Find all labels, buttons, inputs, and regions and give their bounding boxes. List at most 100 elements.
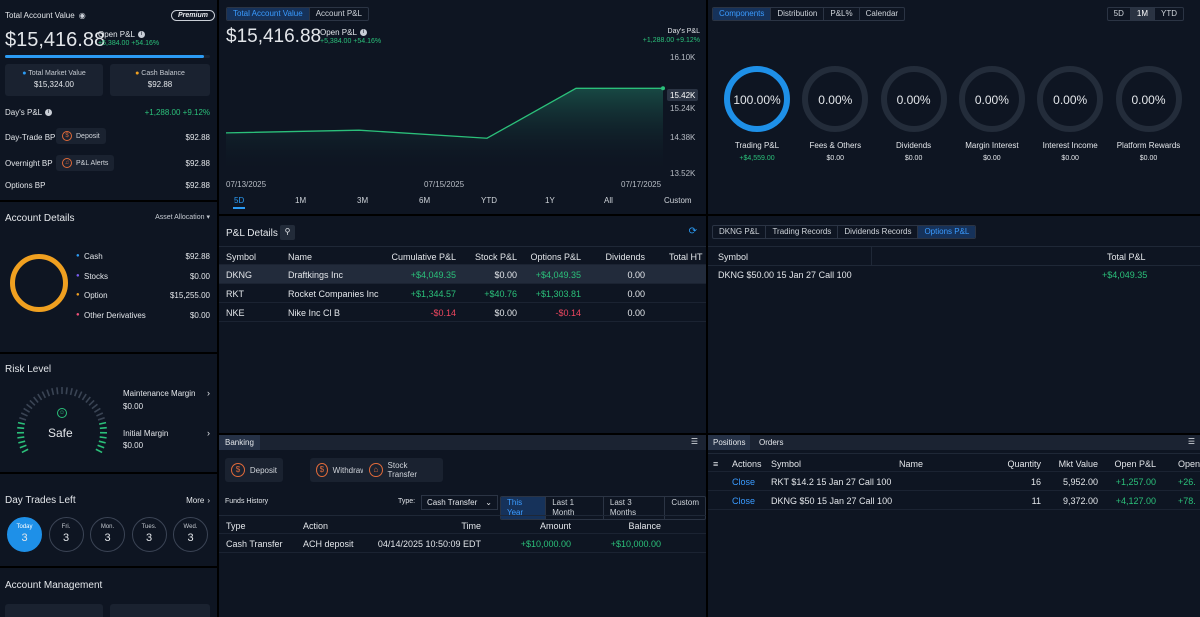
column-header[interactable]: Action xyxy=(303,521,329,531)
eye-icon[interactable]: ◉ xyxy=(78,11,86,20)
cell-symbol: NKE xyxy=(226,308,245,318)
table-row[interactable]: Close RKT $14.2 15 Jan 27 Call 100 16 5,952… xyxy=(708,472,1200,491)
tab-orders[interactable]: Orders xyxy=(759,438,784,447)
tab-calendar[interactable]: Calendar xyxy=(865,9,899,18)
range-tab[interactable]: 6M xyxy=(419,196,431,205)
day-trade-bp: $92.88 xyxy=(185,133,210,142)
column-header[interactable]: Actions xyxy=(732,459,762,469)
column-header[interactable]: Total HT xyxy=(669,252,703,262)
info-icon[interactable]: i xyxy=(359,29,367,36)
y-tick-label: 16.10K xyxy=(670,53,696,62)
type-select[interactable]: Cash Transfer ⌄ xyxy=(421,495,498,510)
tab-positions[interactable]: Positions xyxy=(708,435,751,450)
period-last-1-month[interactable]: Last 1 Month xyxy=(546,497,604,519)
column-header[interactable]: Open P xyxy=(1178,459,1200,469)
column-header[interactable]: Open P&L xyxy=(1114,459,1156,469)
cell-qty: 11 xyxy=(1031,496,1041,506)
search-icon[interactable]: ⚲ xyxy=(280,225,295,240)
column-header[interactable]: Symbol xyxy=(718,252,749,262)
asset-allocation-dropdown[interactable]: Asset Allocation ▾ xyxy=(155,213,210,222)
cell-symbol: DKNG xyxy=(226,270,253,280)
tab-trading-records[interactable]: Trading Records xyxy=(766,226,839,238)
column-header[interactable]: Total P&L xyxy=(1107,252,1146,262)
table-row[interactable]: RKT Rocket Companies Inc +$1,344.57 +$40.76… xyxy=(219,284,706,303)
gauge-tick xyxy=(23,407,31,413)
deposit-button[interactable]: $ Deposit xyxy=(56,128,106,144)
period-last-3-months[interactable]: Last 3 Months xyxy=(604,497,666,519)
range-tab[interactable]: Custom xyxy=(664,196,692,205)
range-tab[interactable]: 1Y xyxy=(545,196,555,205)
deposit-button[interactable]: $ Deposit xyxy=(225,458,283,482)
range-tab[interactable]: 1M xyxy=(295,196,307,205)
chevron-right-icon[interactable]: › xyxy=(207,428,210,438)
more-link[interactable]: More › xyxy=(186,496,210,505)
cell-stock: $0.00 xyxy=(494,270,517,280)
info-icon[interactable]: i xyxy=(137,31,145,38)
tab-pl-percent[interactable]: P&L% xyxy=(824,8,860,20)
stock-transfer-button[interactable]: ⌂ Stock Transfer xyxy=(363,458,443,482)
day-trade-circle: Today 3 xyxy=(7,517,42,552)
table-row[interactable]: Close DKNG $50 15 Jan 27 Call 100 11 9,372.… xyxy=(708,491,1200,510)
total-account-value-label: Total Account Value xyxy=(5,11,75,20)
period-custom[interactable]: Custom xyxy=(671,498,699,507)
close-button[interactable]: Close xyxy=(732,477,756,487)
range-tab[interactable]: All xyxy=(604,196,613,205)
info-icon[interactable]: i xyxy=(45,109,53,116)
column-header[interactable]: Amount xyxy=(539,521,571,531)
list-icon[interactable]: ☰ xyxy=(1187,437,1195,446)
column-header[interactable]: Cumulative P&L xyxy=(391,252,456,262)
column-header[interactable]: Name xyxy=(899,459,924,469)
period-ytd[interactable]: YTD xyxy=(1161,9,1177,18)
close-button[interactable]: Close xyxy=(732,496,756,506)
funds-period-tabs: This Year Last 1 Month Last 3 Months Cus… xyxy=(500,496,706,520)
refresh-icon[interactable]: ⟳ xyxy=(688,226,697,237)
tab-dkng-pl[interactable]: DKNG P&L xyxy=(713,226,767,238)
period-1m[interactable]: 1M xyxy=(1130,8,1155,20)
management-tile[interactable] xyxy=(5,604,103,617)
column-header[interactable]: Mkt Value xyxy=(1058,459,1098,469)
period-this-year[interactable]: This Year xyxy=(501,497,547,519)
table-row[interactable]: Cash Transfer ACH deposit 04/14/2025 10:50… xyxy=(219,534,706,553)
gauge-tick xyxy=(99,426,107,430)
tab-total-account-value[interactable]: Total Account Value xyxy=(227,8,310,20)
chart-value: $15,416.88 xyxy=(226,26,322,47)
withdraw-button[interactable]: $ Withdraw xyxy=(310,458,372,482)
x-tick-label: 07/13/2025 xyxy=(226,180,267,189)
column-header[interactable]: Options P&L xyxy=(530,252,581,262)
tab-components[interactable]: Components xyxy=(713,8,772,20)
days-pl-value: +1,288.00 +9.12% xyxy=(642,37,700,44)
column-header[interactable]: Stock P&L xyxy=(474,252,517,262)
day-trade-circle: Wed. 3 xyxy=(173,517,208,552)
table-row[interactable]: NKE Nike Inc Cl B -$0.14 $0.00 -$0.14 0.00 xyxy=(219,303,706,322)
tab-account-pl[interactable]: Account P&L xyxy=(315,9,362,18)
x-tick-label: 07/15/2025 xyxy=(424,180,465,189)
column-header[interactable]: Symbol xyxy=(771,459,802,469)
column-header[interactable]: Balance xyxy=(628,521,661,531)
component-ring xyxy=(1115,66,1182,132)
gauge-tick xyxy=(46,389,51,397)
table-row[interactable]: DKNG $50.00 15 Jan 27 Call 100 +$4,049.3… xyxy=(708,266,1200,284)
range-tab[interactable]: YTD xyxy=(481,196,497,205)
list-icon[interactable]: ☰ xyxy=(690,437,698,446)
menu-icon[interactable]: ≡ xyxy=(713,459,719,469)
tab-distribution[interactable]: Distribution xyxy=(771,8,825,20)
column-header[interactable]: Time xyxy=(461,521,481,531)
day-trades-panel: Day Trades Left More › Today 3 Fri. 3 Mon. 3 Tu… xyxy=(0,474,217,566)
dollar-icon: $ xyxy=(231,463,245,477)
period-5d[interactable]: 5D xyxy=(1108,8,1131,20)
component-percent: 0.00% xyxy=(1131,93,1166,107)
column-header[interactable]: Dividends xyxy=(605,252,645,262)
management-tile[interactable] xyxy=(110,604,210,617)
range-tab[interactable]: 3M xyxy=(357,196,369,205)
tab-banking[interactable]: Banking xyxy=(219,435,260,450)
pl-alerts-button[interactable]: ♫ P&L Alerts xyxy=(56,155,115,171)
tab-dividends-records[interactable]: Dividends Records xyxy=(838,226,919,238)
chevron-right-icon[interactable]: › xyxy=(207,388,210,398)
table-row[interactable]: DKNG Draftkings Inc +$4,049.35 $0.00 +$4,049… xyxy=(219,265,706,284)
column-header[interactable]: Name xyxy=(288,252,313,262)
range-tab[interactable]: 5D xyxy=(234,196,245,205)
tab-options-pl[interactable]: Options P&L xyxy=(918,226,976,238)
column-header[interactable]: Symbol xyxy=(226,252,257,262)
column-header[interactable]: Quantity xyxy=(1007,459,1041,469)
column-header[interactable]: Type xyxy=(226,521,246,531)
